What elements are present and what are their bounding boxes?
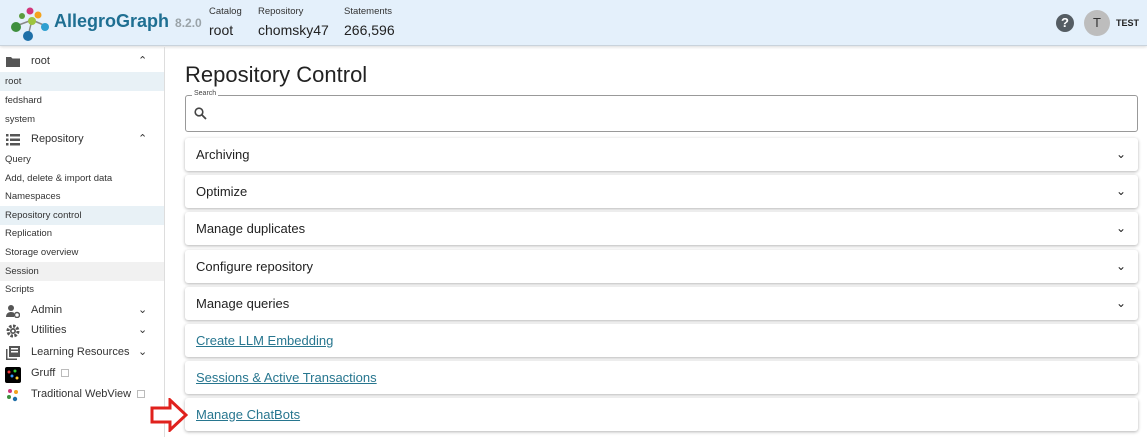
card-sessions-transactions: Sessions & Active Transactions xyxy=(185,361,1138,394)
sidebar-item-scripts[interactable]: Scripts xyxy=(5,284,35,295)
chevron-down-icon: ⌄ xyxy=(1115,221,1126,235)
list-icon xyxy=(6,134,20,146)
sidebar-item-repository-control[interactable]: Repository control xyxy=(0,206,164,225)
gruff-logo-icon xyxy=(5,367,21,383)
external-link-icon xyxy=(61,369,70,378)
chevron-up-icon: ⌃ xyxy=(138,55,148,67)
accordion-configure-repository[interactable]: Configure repository ⌄ xyxy=(185,250,1138,283)
sidebar-item-fedshard[interactable]: fedshard xyxy=(5,95,42,106)
red-arrow-annotation-icon xyxy=(150,398,188,432)
catalog-info: Catalog root xyxy=(209,6,242,38)
sidebar-item-replication[interactable]: Replication xyxy=(5,228,52,239)
top-bar: AllegroGraph 8.2.0 Catalog root Repositor… xyxy=(0,0,1147,46)
admin-icon xyxy=(6,305,20,318)
accordion-optimize[interactable]: Optimize ⌄ xyxy=(185,175,1138,208)
accordion-manage-duplicates[interactable]: Manage duplicates ⌄ xyxy=(185,212,1138,245)
gear-icon xyxy=(6,324,20,338)
sidebar-item-query[interactable]: Query xyxy=(5,154,31,165)
chevron-down-icon: ⌄ xyxy=(138,324,148,336)
folder-icon xyxy=(6,57,20,67)
manage-chatbots-link[interactable]: Manage ChatBots xyxy=(196,407,301,422)
sidebar-item-storage-overview[interactable]: Storage overview xyxy=(5,247,79,258)
repository-info: Repository chomsky47 xyxy=(258,6,329,38)
accordion-manage-queries[interactable]: Manage queries ⌄ xyxy=(185,287,1138,320)
sidebar-item-session[interactable]: Session xyxy=(0,262,164,281)
brand-row: AllegroGraph 8.2.0 xyxy=(54,11,202,32)
chevron-down-icon: ⌄ xyxy=(1115,147,1126,161)
sidebar-item-namespaces[interactable]: Namespaces xyxy=(5,191,61,202)
create-llm-embedding-link[interactable]: Create LLM Embedding xyxy=(196,333,334,348)
accordion-archiving[interactable]: Archiving ⌄ xyxy=(185,138,1138,171)
sidebar-item-system[interactable]: system xyxy=(5,114,36,125)
search-field[interactable]: Search xyxy=(185,90,1138,132)
library-books-icon xyxy=(6,346,20,360)
sessions-active-transactions-link[interactable]: Sessions & Active Transactions xyxy=(196,370,377,385)
allegrograph-logo-icon xyxy=(11,7,49,41)
sidebar-item-root[interactable]: root xyxy=(0,72,164,91)
chevron-up-icon: ⌃ xyxy=(138,133,148,145)
webview-logo-icon xyxy=(7,389,18,402)
statements-info: Statements 266,596 xyxy=(344,6,395,38)
search-label: Search xyxy=(192,90,219,97)
user-name[interactable]: TEST xyxy=(1116,18,1140,28)
version: 8.2.0 xyxy=(175,16,202,30)
card-manage-chatbots: Manage ChatBots xyxy=(185,398,1138,431)
search-icon xyxy=(194,107,207,120)
chevron-down-icon: ⌄ xyxy=(138,304,148,316)
sidebar xyxy=(0,47,165,437)
chevron-down-icon: ⌄ xyxy=(138,346,148,358)
chevron-down-icon: ⌄ xyxy=(1115,296,1126,310)
help-icon[interactable]: ? xyxy=(1056,14,1074,32)
search-input[interactable] xyxy=(214,104,1114,124)
sidebar-item-add-delete-import[interactable]: Add, delete & import data xyxy=(5,173,113,184)
brand-name: AllegroGraph xyxy=(54,11,170,31)
avatar[interactable]: T xyxy=(1084,10,1110,36)
chevron-down-icon: ⌄ xyxy=(1115,259,1126,273)
external-link-icon xyxy=(137,390,146,399)
chevron-down-icon: ⌄ xyxy=(1115,184,1126,198)
card-create-llm-embedding: Create LLM Embedding xyxy=(185,324,1138,357)
page-title: Repository Control xyxy=(185,62,368,87)
